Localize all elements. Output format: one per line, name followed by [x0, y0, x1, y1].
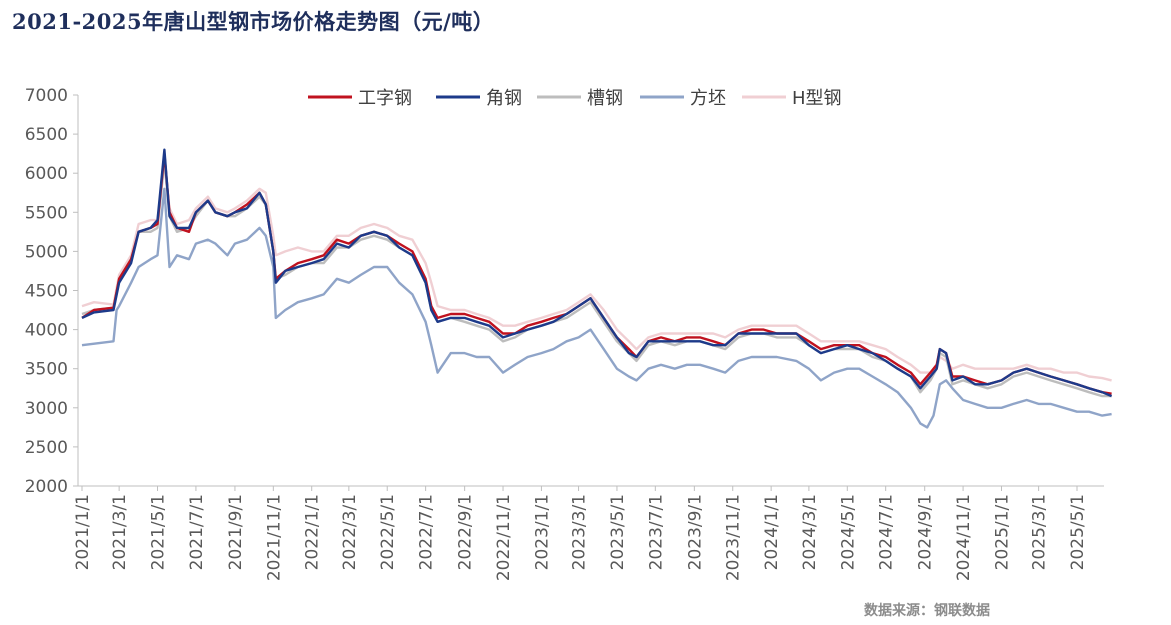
y-tick-label: 6500: [25, 125, 68, 145]
x-tick-label: 2024/1/1: [762, 494, 782, 570]
legend-label: 方坯: [690, 88, 726, 109]
y-tick-label: 3500: [25, 360, 68, 380]
y-tick-label: 7000: [25, 86, 68, 106]
x-tick-label: 2021/1/1: [73, 494, 93, 570]
y-tick-label: 5000: [25, 242, 68, 262]
x-tick-label: 2023/7/1: [646, 494, 666, 570]
x-tick-label: 2021/3/1: [110, 494, 130, 570]
series-line-5: [81, 160, 1112, 382]
legend-label: H型钢: [792, 88, 842, 109]
x-tick-label: 2024/5/1: [838, 494, 858, 570]
legend-label: 工字钢: [358, 88, 412, 109]
x-tick-label: 2022/9/1: [456, 494, 476, 570]
x-tick-label: 2025/3/1: [1030, 494, 1050, 570]
x-tick-label: 2024/7/1: [877, 494, 897, 570]
x-tick-label: 2023/3/1: [570, 494, 590, 570]
x-tick-label: 2023/9/1: [685, 494, 705, 570]
y-tick-label: 3000: [25, 399, 68, 419]
series-line-4: [81, 187, 1112, 429]
y-tick-label: 6000: [25, 164, 68, 184]
x-tick-label: 2025/1/1: [992, 494, 1012, 570]
series-line-3: [81, 160, 1112, 398]
legend-label: 槽钢: [587, 88, 623, 109]
y-tick-label: 5500: [25, 203, 68, 223]
x-tick-label: 2021/11/1: [264, 494, 284, 581]
x-tick-label: 2021/7/1: [187, 494, 207, 570]
x-tick-label: 2024/9/1: [916, 494, 936, 570]
series-lines: [81, 148, 1113, 429]
y-tick-label: 4500: [25, 282, 68, 302]
chart-title: 2021-2025年唐山型钢市场价格走势图（元/吨）: [12, 9, 495, 34]
x-tick-label: 2022/11/1: [494, 494, 514, 581]
y-tick-label: 2500: [25, 438, 68, 458]
series-line-1: [81, 152, 1112, 395]
legend-label: 角钢: [486, 88, 522, 109]
data-source: 数据来源：钢联数据: [864, 603, 990, 619]
x-tick-label: 2022/1/1: [303, 494, 323, 570]
axes: 2000 2500 3000 3500 4000 4500 5000 5500 6000 6500…: [25, 86, 1104, 581]
x-tick-label: 2022/7/1: [417, 494, 437, 570]
x-tick-label: 2021/5/1: [149, 494, 169, 570]
x-tick-label: 2025/5/1: [1068, 494, 1088, 570]
x-tick-label: 2023/1/1: [532, 494, 552, 570]
series-line-2: [81, 148, 1113, 398]
x-tick-label: 2021/9/1: [226, 494, 246, 570]
x-tick-label: 2022/5/1: [378, 494, 398, 570]
x-tick-label: 2024/11/1: [954, 494, 974, 581]
legend: 工字钢 角钢 槽钢 方坯 H型钢: [308, 88, 842, 109]
x-tick-label: 2024/3/1: [800, 494, 820, 570]
x-tick-label: 2022/3/1: [340, 494, 360, 570]
x-tick-label: 2023/11/1: [724, 494, 744, 581]
y-tick-label: 4000: [25, 321, 68, 341]
x-tick-label: 2023/5/1: [608, 494, 628, 570]
y-tick-label: 2000: [25, 477, 68, 497]
